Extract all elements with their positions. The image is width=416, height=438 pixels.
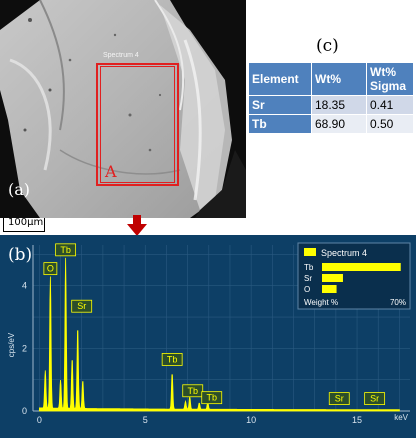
y-tick-label: 0 <box>22 406 27 416</box>
peak-label: Tb <box>167 354 178 364</box>
legend-row-label: O <box>304 285 310 294</box>
y-axis-label: cps/eV <box>7 332 16 357</box>
panel-b-label: (b) <box>8 245 33 265</box>
legend-box <box>297 242 411 310</box>
peak-label: Sr <box>370 394 379 404</box>
header-element: Element <box>248 62 312 96</box>
legend-row-label: Sr <box>304 274 312 283</box>
peak-label-box <box>55 243 77 257</box>
sem-particle-drawing <box>0 0 246 218</box>
x-tick-label: 10 <box>246 415 256 425</box>
peak-label: Sr <box>335 394 344 404</box>
spectrum-tag: Spectrum 4 <box>103 52 139 59</box>
peak-label-box <box>71 299 93 313</box>
peak-label: Tb <box>60 245 71 255</box>
table-row: Tb 68.90 0.50 <box>248 114 414 134</box>
roi-outer-box <box>96 63 179 186</box>
scale-bar-label: 100μm <box>8 217 44 228</box>
peak-label-box <box>201 391 223 405</box>
legend-footer-left: Weight % <box>304 298 338 307</box>
x-tick-label: 0 <box>37 415 42 425</box>
x-tick-label: 5 <box>143 415 148 425</box>
header-wt: Wt% <box>311 62 367 96</box>
legend-bar <box>322 263 401 271</box>
legend-row-label: Tb <box>304 263 314 272</box>
cell-wt: 68.90 <box>311 114 367 134</box>
cell-wt: 18.35 <box>311 95 367 115</box>
x-axis-label: keV <box>394 413 408 422</box>
eds-chart: 0 5 10 15 0 2 4 keV cps/eV O Tb Sr Tb Tb Tb Sr Sr Spectru… <box>7 242 411 425</box>
peak-label: Tb <box>206 393 217 403</box>
legend-title: Spectrum 4 <box>321 248 367 258</box>
peak-label: Tb <box>187 386 198 396</box>
spectrum-line <box>38 257 400 412</box>
scale-bar <box>3 218 45 232</box>
legend-bar <box>322 285 337 293</box>
down-arrow-icon <box>127 215 147 236</box>
header-sigma: Wt% Sigma <box>366 62 414 96</box>
cell-element: Sr <box>248 95 312 115</box>
peak-label-box <box>182 384 204 398</box>
sem-image: (a) Spectrum 4 A <box>0 0 246 218</box>
eds-spectrum-panel: 0 5 10 15 0 2 4 keV cps/eV O Tb Sr Tb Tb Tb Sr Sr Spectru… <box>0 235 416 438</box>
y-tick-label: 2 <box>22 343 27 353</box>
table-header-row: Element Wt% Wt% Sigma <box>248 62 414 96</box>
peak-label: Sr <box>77 301 86 311</box>
panel-c-label: (c) <box>316 36 339 56</box>
panel-a-label: (a) <box>8 180 31 199</box>
peak-label-box <box>364 392 386 406</box>
cell-sigma: 0.41 <box>366 95 414 115</box>
weight-table: Element Wt% Wt% Sigma Sr 18.35 0.41 Tb 6… <box>248 62 414 134</box>
x-tick-label: 15 <box>352 415 362 425</box>
peak-label-box <box>328 392 350 406</box>
peak-label-box <box>43 262 58 276</box>
table-row: Sr 18.35 0.41 <box>248 95 414 115</box>
cell-element: Tb <box>248 114 312 134</box>
roi-inner-box <box>100 66 175 183</box>
legend-bar <box>322 274 343 282</box>
peak-label-box <box>161 353 183 366</box>
peak-label: O <box>47 264 54 274</box>
legend-footer-right: 70% <box>390 298 406 307</box>
y-tick-label: 4 <box>22 281 27 291</box>
legend-swatch <box>304 248 316 256</box>
roi-letter: A <box>105 162 117 181</box>
cell-sigma: 0.50 <box>366 114 414 134</box>
